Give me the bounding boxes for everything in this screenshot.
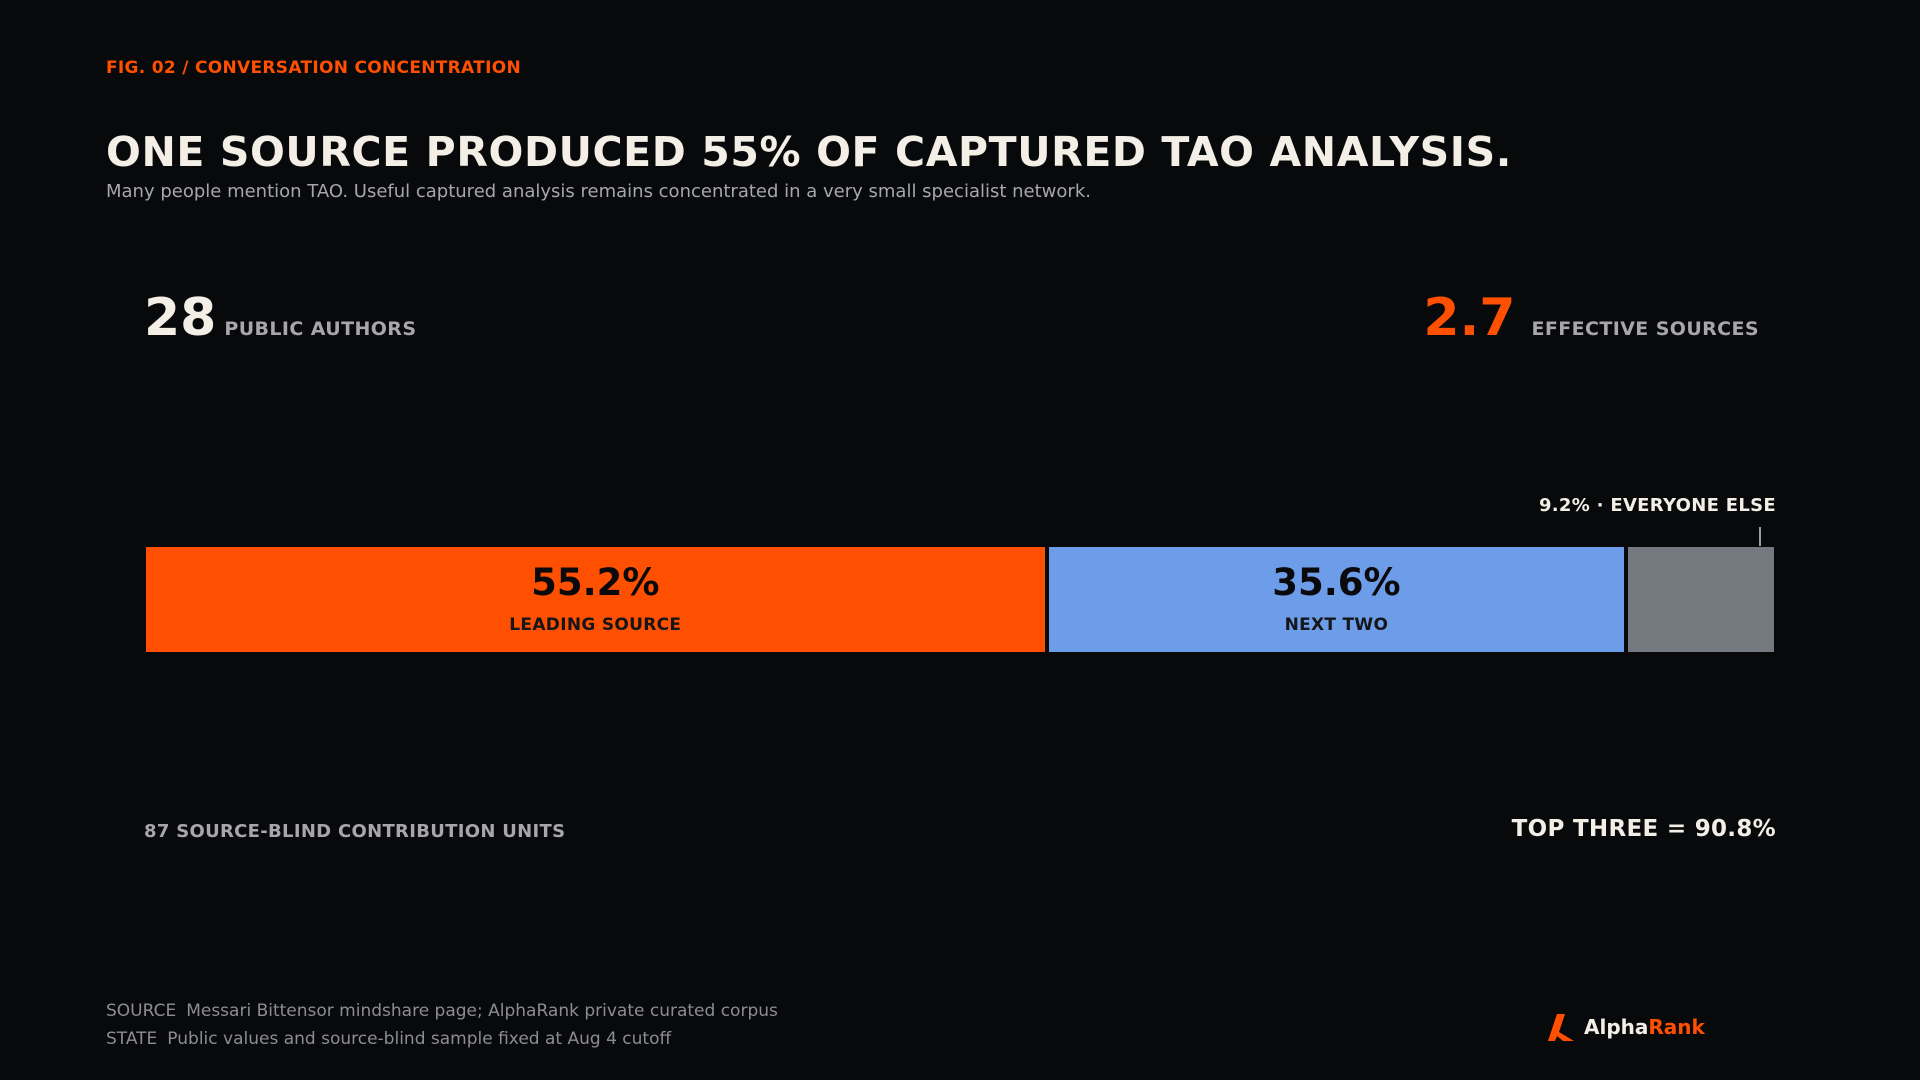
brand-logo: AlphaRank <box>1546 1012 1705 1042</box>
stat-effective-sources-value: 2.7 <box>1423 288 1516 348</box>
footer-source-key: SOURCE <box>106 1001 177 1021</box>
footer-source-text: Messari Bittensor mindshare page; AlphaR… <box>186 1001 778 1021</box>
stat-public-authors-label: PUBLIC AUTHORS <box>224 318 417 340</box>
brand-name-part1: Alpha <box>1584 1015 1649 1039</box>
footer-state: STATE Public values and source-blind samp… <box>106 1029 671 1049</box>
chart-title: ONE SOURCE PRODUCED 55% OF CAPTURED TAO … <box>106 128 1512 176</box>
stat-public-authors-value: 28 <box>144 288 217 348</box>
brand-name-part2: Rank <box>1648 1015 1705 1039</box>
footer-source: SOURCE Messari Bittensor mindshare page; … <box>106 1001 778 1021</box>
data-label-leading-source: 55.2% <box>531 561 660 604</box>
footer-state-text: Public values and source-blind sample fi… <box>167 1029 672 1049</box>
data-label-next-two: 35.6% <box>1272 561 1401 604</box>
top-three-total: TOP THREE = 90.8% <box>1511 816 1776 842</box>
footer-state-key: STATE <box>106 1029 158 1049</box>
stat-public-authors: 28 PUBLIC AUTHORS <box>144 288 416 348</box>
chart-subtitle: Many people mention TAO. Useful captured… <box>106 181 1091 202</box>
bar-segment-everyone-else <box>1624 547 1774 652</box>
callout-pointer <box>1759 527 1761 546</box>
everyone-else-callout: 9.2% · EVERYONE ELSE <box>1538 495 1776 516</box>
stacked-bar-chart: 55.2% LEADING SOURCE 35.6% NEXT TWO <box>146 547 1774 652</box>
figure-label: FIG. 02 / CONVERSATION CONCENTRATION <box>106 58 521 78</box>
alpharank-logo-icon <box>1548 1014 1574 1041</box>
contribution-units-label: 87 SOURCE-BLIND CONTRIBUTION UNITS <box>144 821 566 842</box>
brand-name: AlphaRank <box>1584 1015 1705 1039</box>
segment-label-leading-source: LEADING SOURCE <box>509 615 682 635</box>
bar-segment-leading-source: 55.2% LEADING SOURCE <box>146 547 1045 652</box>
stat-effective-sources-label: EFFECTIVE SOURCES <box>1531 318 1759 340</box>
bar-segment-next-two: 35.6% NEXT TWO <box>1044 547 1625 652</box>
stat-effective-sources: 2.7 EFFECTIVE SOURCES <box>1423 288 1759 348</box>
segment-label-next-two: NEXT TWO <box>1284 615 1389 635</box>
